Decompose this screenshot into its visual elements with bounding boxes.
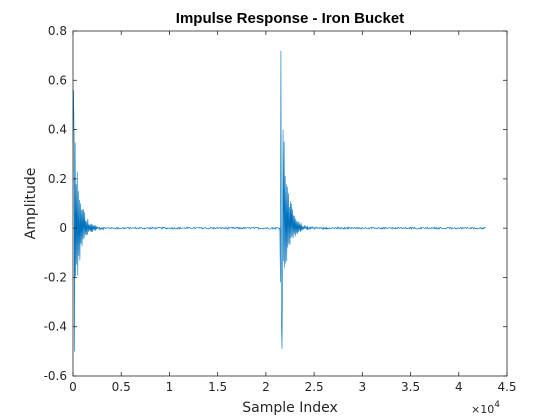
x-axis-multiplier: ×104 xyxy=(471,400,500,416)
y-tick-label: -0.4 xyxy=(44,320,67,334)
x-axis-label: Sample Index xyxy=(242,400,337,416)
y-tick-label: 0.8 xyxy=(48,24,67,38)
series-line xyxy=(72,50,486,352)
series-line-group xyxy=(72,50,486,352)
x-tick-label: 0 xyxy=(69,380,77,394)
y-tick-label: 0.4 xyxy=(48,123,67,137)
chart-title: Impulse Response - Iron Bucket xyxy=(176,10,404,27)
x-tick-label: 3 xyxy=(359,380,367,394)
x-tick-label: 1 xyxy=(166,380,174,394)
y-tick-label: 0.2 xyxy=(48,172,67,186)
y-tick-label: 0.6 xyxy=(48,73,67,87)
y-axis-label: Amplitude xyxy=(23,168,39,240)
x-tick-label: 1.5 xyxy=(208,380,227,394)
x-tick-label: 2 xyxy=(262,380,270,394)
plot-frame xyxy=(72,30,508,377)
plot-background xyxy=(73,31,507,376)
y-axis-ticks: -0.6 -0.4 -0.2 0 0.2 0.4 0.6 0.8 xyxy=(44,24,507,383)
x-tick-label: 3.5 xyxy=(401,380,420,394)
x-tick-label: 4.5 xyxy=(497,380,516,394)
x-axis-ticks: 0 0.5 1 1.5 2 2.5 3 3.5 4 4.5 xyxy=(69,31,517,394)
x-axis-multiplier-base: ×10 xyxy=(471,403,494,416)
y-tick-label: 0 xyxy=(59,221,67,235)
y-tick-label: -0.2 xyxy=(44,270,67,284)
y-tick-label: -0.6 xyxy=(44,369,67,383)
x-tick-label: 0.5 xyxy=(112,380,131,394)
x-tick-label: 2.5 xyxy=(305,380,324,394)
x-tick-label: 4 xyxy=(455,380,463,394)
x-axis-multiplier-exponent: 4 xyxy=(494,400,500,410)
